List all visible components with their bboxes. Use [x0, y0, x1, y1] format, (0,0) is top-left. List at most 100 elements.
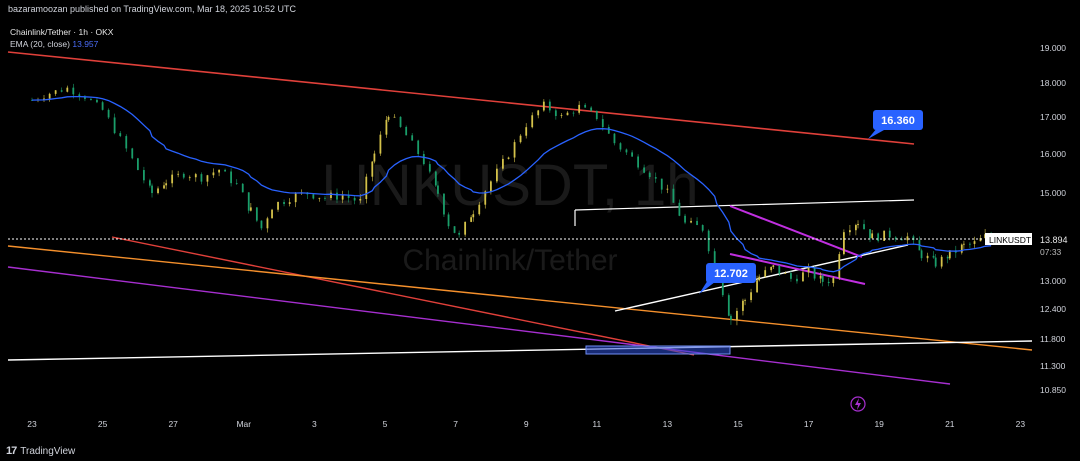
candle-body	[519, 135, 522, 143]
y-tick-label: 11.800	[1040, 334, 1066, 344]
candle-body	[484, 191, 487, 205]
candle-body	[764, 270, 767, 277]
candle-body	[666, 188, 669, 190]
x-tick-label: 3	[312, 419, 317, 429]
candle-body	[960, 244, 963, 253]
x-tick-label: 15	[733, 419, 743, 429]
candle-body	[341, 195, 344, 200]
low-label[interactable]: 12.702	[699, 263, 756, 294]
candle-body	[756, 280, 758, 293]
candle-body	[894, 237, 897, 240]
candle-body	[200, 174, 203, 182]
candle-body	[235, 183, 238, 184]
x-tick-label: 25	[98, 419, 108, 429]
candle-body	[347, 195, 350, 198]
candle-body	[963, 243, 965, 245]
candle-body	[249, 207, 252, 211]
candle-body	[802, 272, 804, 282]
candle-body	[863, 224, 865, 230]
x-tick-label: 23	[27, 419, 37, 429]
candle-body	[157, 188, 159, 194]
candle-body	[819, 275, 822, 279]
candle-body	[648, 172, 651, 178]
candle-body	[857, 224, 859, 226]
candle-body	[464, 221, 467, 235]
ema-legend[interactable]: EMA (20, close) 13.957	[10, 38, 113, 50]
candle-body	[48, 93, 51, 99]
candle-body	[277, 202, 279, 210]
y-tick-label: 17.000	[1040, 112, 1066, 122]
candle-body	[772, 265, 775, 267]
candle-body	[590, 107, 593, 111]
candle-body	[72, 87, 75, 95]
candle-body	[502, 158, 504, 169]
candle-body	[750, 292, 752, 301]
candle-body	[271, 209, 273, 219]
ema-label: EMA (20, close)	[10, 39, 70, 49]
candle-body	[101, 102, 104, 110]
candle-body	[411, 135, 414, 141]
candle-body	[877, 233, 880, 241]
candle-body	[447, 214, 450, 227]
candle-body	[66, 87, 69, 92]
target-label[interactable]: 16.360	[868, 110, 923, 139]
price-scale[interactable]: 19.00018.00017.00016.00015.00014.00013.0…	[1040, 43, 1066, 395]
candle-body	[855, 225, 857, 231]
candle-body	[690, 220, 692, 223]
candle-body	[496, 168, 498, 182]
candle-body	[266, 218, 269, 229]
candle-body	[379, 134, 382, 154]
candle-body	[54, 90, 57, 94]
candle-body	[684, 215, 686, 223]
candle-body	[171, 174, 174, 184]
candle-body	[206, 175, 209, 182]
ema-line	[31, 95, 992, 273]
candle-body	[578, 104, 581, 113]
candle-body	[137, 158, 139, 171]
candle-body	[838, 254, 841, 278]
candle-body	[940, 256, 943, 267]
red-upper-trendline	[7, 51, 915, 145]
candle-body	[807, 267, 810, 273]
candle-body	[387, 116, 390, 120]
lightning-icon[interactable]	[850, 396, 866, 412]
support-zone-box	[585, 345, 731, 355]
candle-body	[119, 133, 122, 137]
candle-body	[422, 154, 425, 165]
candle-body	[672, 188, 675, 203]
time-scale[interactable]: 23 25 27 Mar 3 5 7 9 11 13 15 17 19 21 23	[27, 419, 1025, 429]
candle-body	[525, 127, 528, 136]
candle-body	[625, 149, 628, 153]
tradingview-footer[interactable]: 17 TradingView	[6, 445, 75, 457]
candle-body	[643, 167, 646, 173]
x-tick-label: 11	[592, 419, 601, 429]
candle-body	[125, 136, 128, 149]
candle-body	[696, 220, 698, 226]
candle-body	[778, 265, 781, 274]
x-tick-label: 17	[804, 419, 814, 429]
candle-body	[796, 278, 798, 282]
candle-body	[371, 161, 374, 177]
candle-body	[90, 98, 92, 100]
x-tick-label: 27	[168, 419, 178, 429]
y-tick-label: 10.850	[1040, 385, 1066, 395]
candle-body	[572, 112, 575, 114]
candle-body	[727, 295, 730, 316]
candle-body	[393, 116, 396, 118]
candle-body	[151, 185, 153, 194]
candle-body	[832, 277, 835, 284]
candle-body	[212, 172, 215, 176]
y-tick-label: 15.000	[1040, 188, 1066, 198]
candle-body	[224, 169, 226, 172]
y-tick-label: 18.000	[1040, 78, 1066, 88]
candle-body	[531, 115, 534, 128]
candle-body	[437, 185, 439, 194]
candle-body	[365, 176, 368, 200]
svg-text:LINKUSDT: LINKUSDT	[989, 235, 1031, 245]
candle-body	[969, 243, 971, 245]
x-tick-label: Mar	[236, 419, 251, 429]
last-price-label: LINKUSDT 13.894 07:33	[985, 232, 1074, 257]
symbol-line[interactable]: Chainlink/Tether · 1h · OKX	[10, 27, 114, 37]
candle-body	[478, 204, 481, 215]
